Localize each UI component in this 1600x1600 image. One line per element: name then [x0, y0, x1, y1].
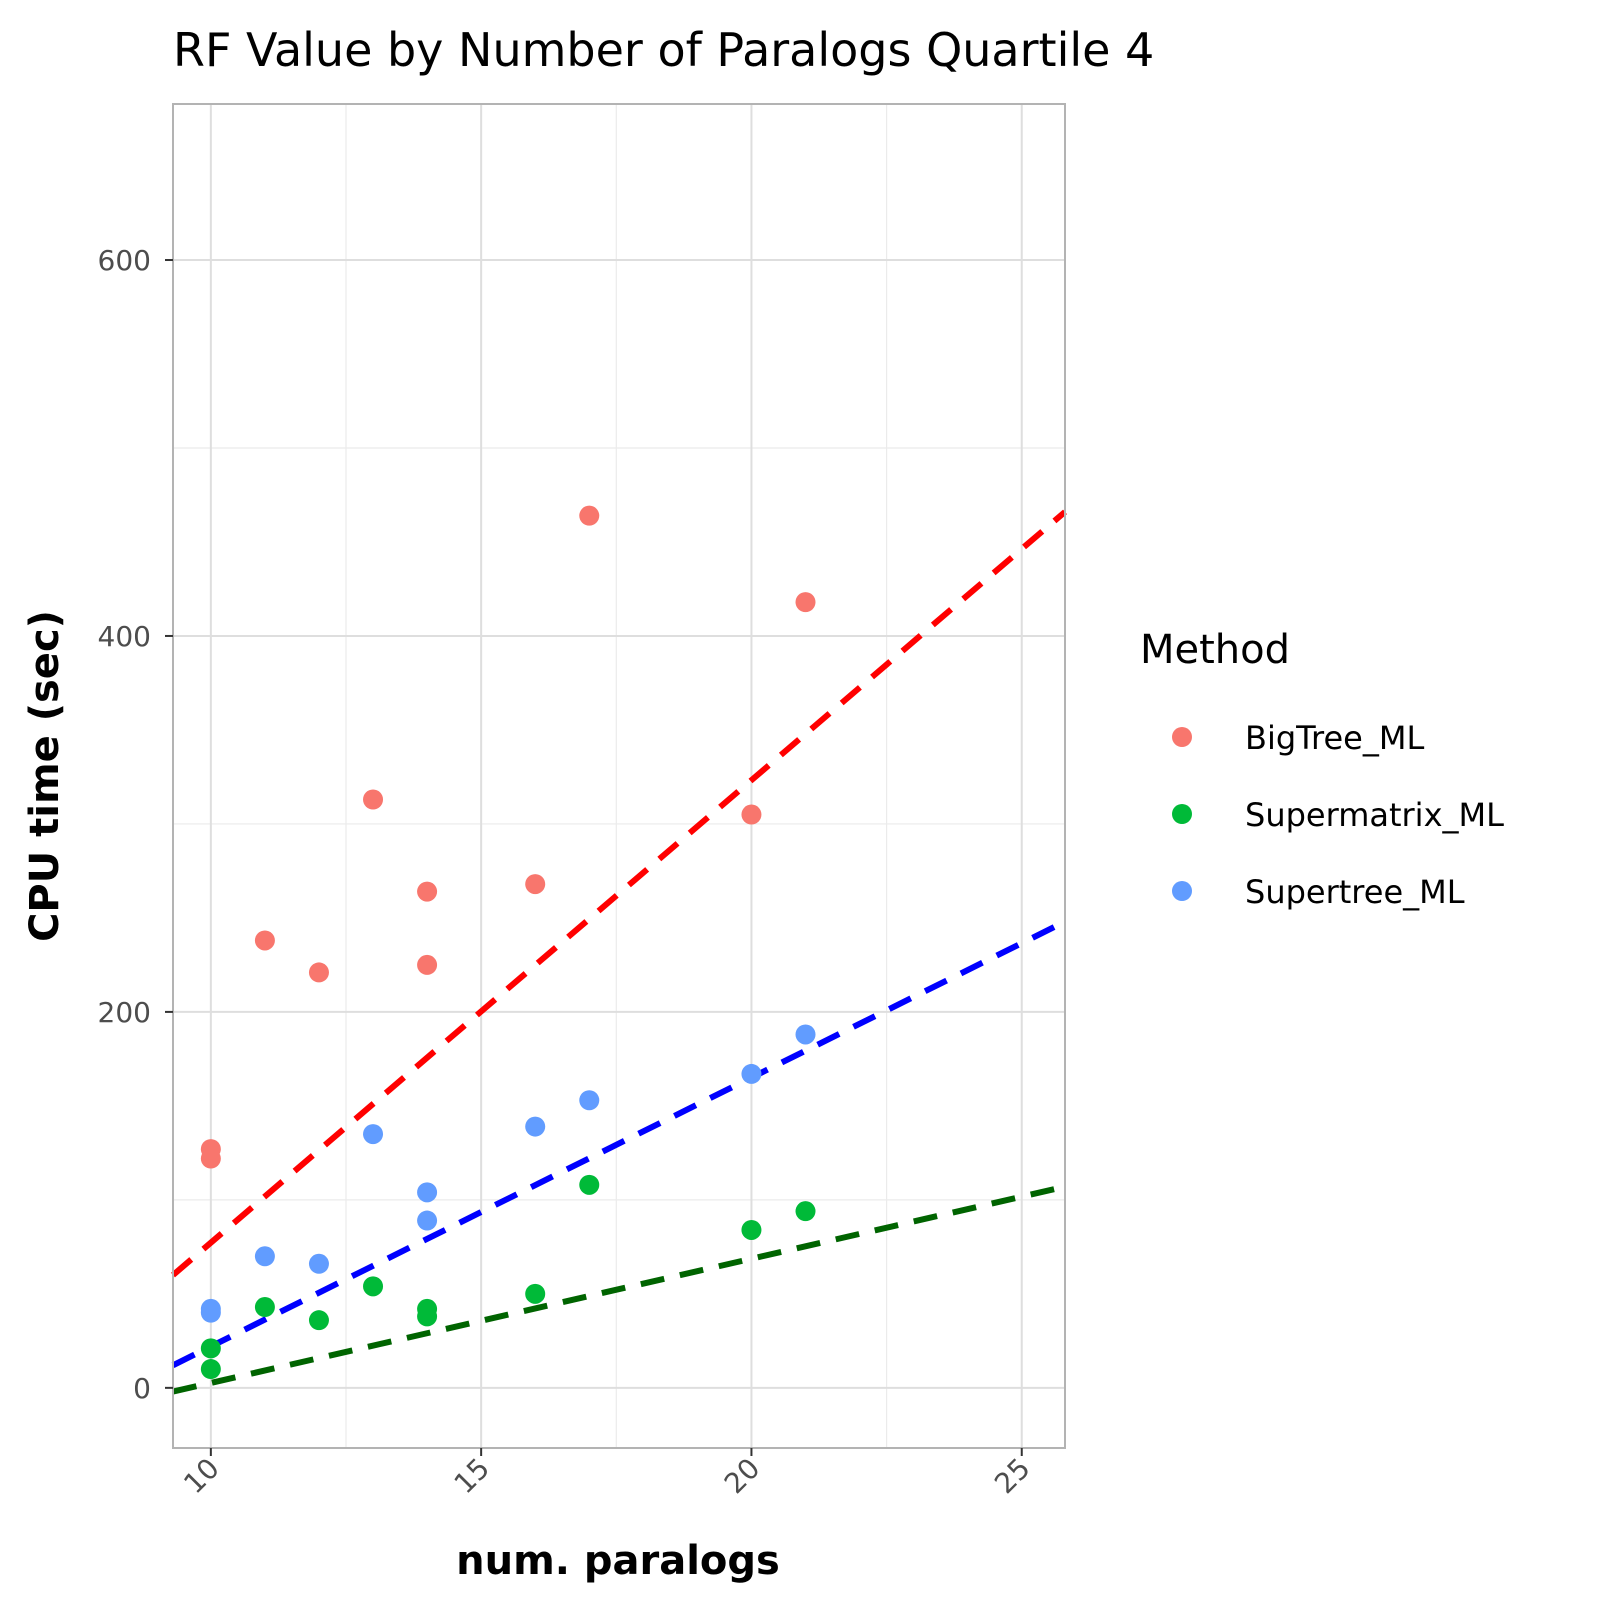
legend: Method BigTree_ML Supermatrix_ML Supertree…: [1140, 627, 1504, 911]
point-supermatrix-ml: [579, 1174, 600, 1195]
data-points: [200, 505, 816, 1380]
trend-lines: [171, 509, 1067, 1395]
plot-background: [173, 104, 1065, 1448]
point-bigtree-ml: [363, 789, 384, 810]
x-tick-label: 10: [177, 1452, 226, 1501]
point-bigtree-ml: [795, 592, 816, 613]
legend-label: Supertree_ML: [1245, 873, 1465, 911]
point-supertree-ml: [741, 1063, 762, 1084]
point-supermatrix-ml: [200, 1338, 221, 1359]
point-supertree-ml: [308, 1253, 329, 1274]
point-supermatrix-ml: [795, 1201, 816, 1222]
legend-label: Supermatrix_ML: [1245, 796, 1504, 834]
point-supertree-ml: [795, 1024, 816, 1045]
plot-border: [172, 103, 1066, 1449]
y-axis-title: CPU time (sec): [22, 610, 68, 942]
point-supermatrix-ml: [254, 1297, 275, 1318]
point-supertree-ml: [200, 1302, 221, 1323]
y-tick-label: 600: [98, 244, 151, 277]
legend-title: Method: [1140, 627, 1290, 673]
point-supertree-ml: [525, 1116, 546, 1137]
x-tick-label: 20: [718, 1452, 767, 1501]
point-supertree-ml: [417, 1210, 438, 1231]
point-supermatrix-ml: [200, 1359, 221, 1380]
trend-line-supermatrix-ml: [172, 1183, 1066, 1395]
legend-key: [1172, 727, 1192, 747]
plot-panel: [171, 103, 1067, 1449]
y-tick-label: 0: [133, 1372, 151, 1405]
point-supermatrix-ml: [308, 1310, 329, 1331]
x-tick-label: 15: [448, 1452, 497, 1501]
y-tick-label: 200: [98, 996, 151, 1029]
point-supertree-ml: [363, 1124, 384, 1145]
point-bigtree-ml: [200, 1148, 221, 1169]
point-bigtree-ml: [579, 505, 600, 526]
point-bigtree-ml: [417, 954, 438, 975]
minor-gridlines: [173, 104, 1065, 1448]
point-supermatrix-ml: [741, 1219, 762, 1240]
point-bigtree-ml: [308, 962, 329, 983]
point-supermatrix-ml: [417, 1306, 438, 1327]
chart-title: RF Value by Number of Paralogs Quartile …: [173, 23, 1154, 77]
point-bigtree-ml: [741, 804, 762, 825]
legend-key: [1172, 881, 1192, 901]
legend-key: [1172, 804, 1192, 824]
point-supertree-ml: [254, 1246, 275, 1267]
point-bigtree-ml: [417, 881, 438, 902]
x-axis-title: num. paralogs: [456, 1538, 780, 1584]
x-axis-ticks: 10 15 20 25: [177, 1448, 1037, 1501]
point-bigtree-ml: [254, 930, 275, 951]
trend-line-bigtree-ml: [171, 509, 1067, 1278]
point-supertree-ml: [417, 1182, 438, 1203]
point-supertree-ml: [579, 1090, 600, 1111]
legend-label: BigTree_ML: [1245, 719, 1424, 757]
y-tick-label: 400: [98, 620, 151, 653]
point-supermatrix-ml: [363, 1276, 384, 1297]
trend-line-supertree-ml: [171, 918, 1067, 1368]
y-axis-ticks: 0 200 400 600: [98, 244, 173, 1405]
point-bigtree-ml: [525, 874, 546, 895]
x-tick-label: 25: [988, 1452, 1037, 1501]
point-supermatrix-ml: [525, 1283, 546, 1304]
